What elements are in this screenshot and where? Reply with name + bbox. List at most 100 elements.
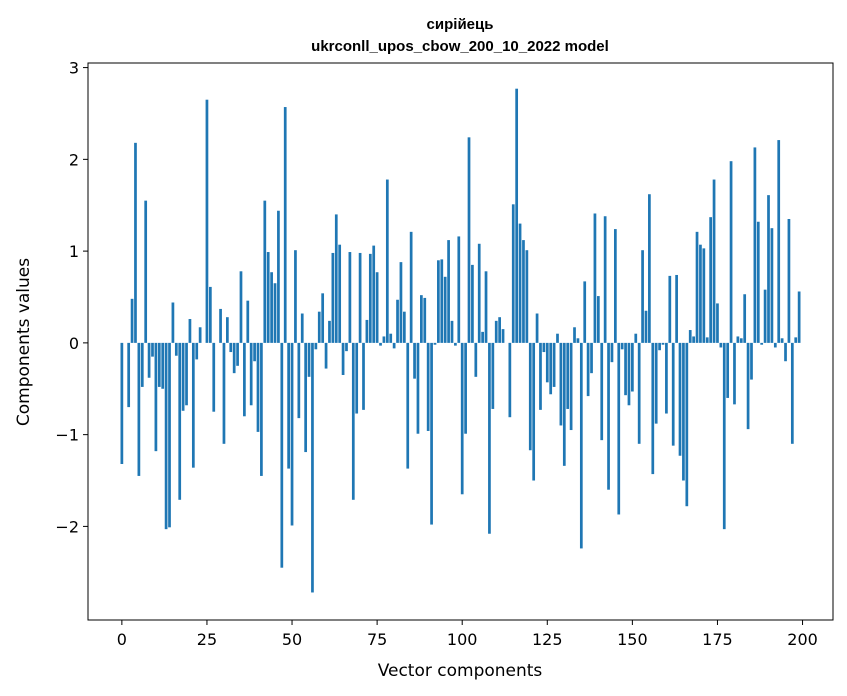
x-tick-label: 50 (282, 630, 302, 649)
bar-29 (219, 308, 222, 343)
bar-19 (185, 342, 188, 406)
bar-175 (716, 303, 719, 343)
bar-62 (331, 252, 335, 343)
bar-176 (719, 342, 723, 348)
bar-128 (556, 333, 559, 343)
bar-4 (134, 142, 137, 343)
bar-182 (739, 338, 743, 343)
bar-55 (307, 342, 311, 377)
bar-133 (573, 327, 576, 343)
bar-177 (722, 342, 726, 530)
bar-180 (733, 342, 736, 405)
bar-189 (763, 289, 767, 343)
bar-191 (770, 228, 774, 343)
bar-147 (620, 342, 624, 350)
bar-166 (685, 342, 689, 507)
bar-94 (440, 259, 444, 343)
bar-190 (767, 195, 770, 343)
bar-163 (675, 274, 678, 343)
bar-167 (688, 330, 692, 343)
bar-140 (596, 296, 600, 343)
bar-47 (280, 342, 284, 568)
bar-151 (634, 333, 638, 343)
bar-168 (692, 336, 695, 343)
bar-18 (181, 342, 185, 411)
bar-131 (566, 342, 570, 409)
y-tick-label: 3 (69, 59, 79, 78)
bar-74 (372, 245, 376, 343)
bar-54 (304, 342, 308, 453)
bar-17 (178, 342, 182, 500)
bar-37 (246, 300, 250, 343)
bar-46 (277, 210, 280, 343)
bar-96 (447, 240, 450, 343)
bar-9 (151, 342, 154, 357)
bar-123 (539, 342, 542, 410)
bar-160 (665, 342, 668, 414)
bar-187 (756, 221, 760, 343)
bar-86 (413, 342, 416, 379)
bar-16 (174, 342, 178, 356)
bar-112 (501, 329, 505, 343)
bar-63 (334, 214, 338, 343)
bar-82 (399, 262, 403, 343)
bar-165 (682, 342, 685, 481)
bar-78 (385, 179, 389, 343)
bar-174 (712, 179, 716, 343)
x-tick-label: 175 (702, 630, 733, 649)
bar-184 (746, 342, 750, 430)
bar-149 (627, 342, 631, 406)
plot-frame (87, 62, 834, 621)
bar-137 (586, 342, 590, 397)
bar-48 (283, 107, 287, 343)
bar-150 (631, 342, 634, 392)
bar-119 (525, 250, 529, 343)
bar-27 (212, 342, 216, 412)
bar-80 (392, 342, 396, 349)
bar-72 (365, 319, 369, 343)
bar-162 (671, 342, 675, 446)
bar-152 (637, 342, 641, 444)
bar-103 (471, 264, 474, 343)
bar-65 (341, 342, 345, 375)
bar-129 (559, 342, 563, 426)
bar-25 (205, 99, 209, 343)
bar-115 (511, 204, 515, 343)
bar-173 (709, 217, 713, 343)
bar-84 (406, 342, 410, 469)
bar-11 (157, 342, 161, 387)
bar-38 (249, 342, 253, 406)
x-tick-label: 75 (367, 630, 387, 649)
x-axis-label: Vector components (378, 661, 543, 681)
bar-178 (726, 342, 730, 398)
bar-164 (678, 342, 682, 456)
bar-3 (130, 298, 134, 343)
bar-136 (583, 281, 587, 343)
bar-33 (232, 342, 236, 374)
bar-181 (736, 336, 740, 343)
bar-64 (338, 244, 342, 343)
bar-52 (297, 342, 301, 419)
bar-44 (270, 272, 273, 343)
bar-30 (222, 342, 226, 444)
bar-156 (651, 342, 655, 475)
bar-2 (127, 342, 131, 408)
x-tick-label: 100 (447, 630, 478, 649)
bar-141 (600, 342, 604, 441)
bar-121 (532, 342, 536, 481)
bar-192 (773, 342, 777, 348)
bar-106 (481, 331, 484, 343)
bar-91 (430, 342, 433, 525)
bar-14 (168, 342, 171, 528)
bar-157 (654, 342, 658, 424)
bar-0 (120, 342, 124, 465)
bar-90 (426, 342, 430, 431)
bar-77 (382, 336, 386, 343)
bar-79 (389, 333, 393, 343)
bar-105 (477, 243, 481, 343)
bar-89 (423, 297, 427, 343)
bar-59 (321, 293, 325, 343)
bar-195 (784, 342, 787, 362)
bar-39 (253, 342, 256, 362)
bar-109 (491, 342, 495, 409)
